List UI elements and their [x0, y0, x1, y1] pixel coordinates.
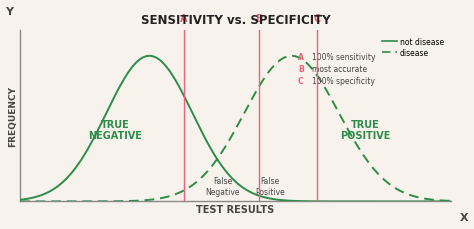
Text: X: X [460, 212, 468, 222]
Text: B: B [298, 65, 304, 74]
Text: A: A [180, 14, 188, 24]
Text: 100% sensitivity: 100% sensitivity [312, 53, 375, 62]
Text: B: B [255, 14, 263, 24]
Text: TRUE
POSITIVE: TRUE POSITIVE [340, 119, 390, 141]
Text: 100% specificity: 100% specificity [312, 77, 375, 86]
Text: False
Negative: False Negative [205, 177, 240, 196]
Text: C: C [298, 77, 304, 86]
Text: A: A [298, 53, 304, 62]
Text: TRUE
NEGATIVE: TRUE NEGATIVE [88, 119, 142, 141]
Text: False
Positive: False Positive [255, 177, 285, 196]
Legend: not disease, disease: not disease, disease [379, 35, 447, 61]
Title: SENSITIVITY vs. SPECIFICITY: SENSITIVITY vs. SPECIFICITY [141, 14, 330, 27]
Y-axis label: FREQUENCY: FREQUENCY [9, 86, 18, 147]
X-axis label: TEST RESULTS: TEST RESULTS [197, 204, 275, 214]
Text: most accurate: most accurate [312, 65, 367, 74]
Text: Y: Y [5, 7, 13, 17]
Text: C: C [314, 14, 321, 24]
